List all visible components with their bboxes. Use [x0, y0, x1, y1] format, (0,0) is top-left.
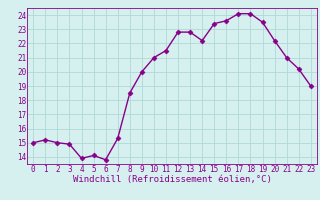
- X-axis label: Windchill (Refroidissement éolien,°C): Windchill (Refroidissement éolien,°C): [73, 175, 271, 184]
